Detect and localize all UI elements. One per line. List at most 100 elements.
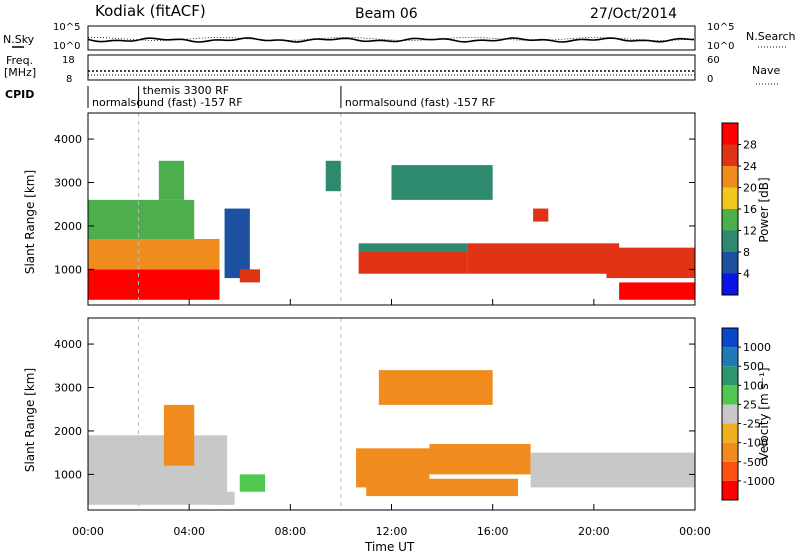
colorbar-swatch [722,423,738,443]
power-colorbar-tick-label: 24 [743,160,757,173]
heatmap-cell [158,160,185,200]
heatmap-cell [239,269,260,283]
nave-label: Nave [752,64,780,77]
nsky-label: N.Sky [3,33,35,46]
time-axis-label: Time UT [364,540,415,554]
power-colorbar-tick-label: 16 [743,203,757,216]
nsky-tick-top: 10^5 [53,22,80,33]
heatmap-cell [606,247,695,279]
heatmap-cell [467,243,620,274]
colorbar-swatch [722,385,738,405]
velocity-colorbar-tick-label: 100 [743,379,764,392]
x-tick-label: 00:00 [72,525,104,538]
colorbar-swatch [722,187,738,209]
time-axis: 00:00 04:00 08:00 12:00 16:00 20:00 00:00 [72,299,711,538]
x-tick-label: 00:00 [679,525,711,538]
heatmap-cell [224,208,250,279]
colorbar-swatch [722,366,738,386]
x-tick-label: 08:00 [274,525,306,538]
velocity-colorbar-tick-label: -500 [743,456,768,469]
heatmap-cell [378,370,493,405]
colorbar-swatch [722,209,738,231]
power-colorbar-label: Power [dB] [757,177,771,242]
cpid-segment-label: themis 3300 RF [143,84,230,97]
velocity-colorbar-tick-label: 1000 [743,341,771,354]
date-title: 27/Oct/2014 [590,6,677,22]
y-tick-label: 3000 [54,382,82,395]
power-colorbar-tick-label: 4 [743,268,750,281]
heatmap-cell [214,491,235,505]
colorbar-swatch [722,328,738,348]
velocity-colorbar-tick-label: -1000 [743,475,775,488]
heatmap-cell [533,208,549,222]
colorbar-swatch [722,166,738,188]
velocity-panel [88,318,695,510]
y-tick-label: 1000 [54,468,82,481]
nsky-line [87,37,695,43]
x-tick-label: 12:00 [376,525,408,538]
colorbar-swatch [722,404,738,424]
colorbar-swatch [722,480,738,500]
velocity-colorbar-tick-label: 25 [743,398,757,411]
nave-tick-bottom: 0 [707,74,713,85]
colorbar-swatch [722,144,738,166]
y-tick-label: 4000 [54,338,82,351]
y-tick-label: 2000 [54,425,82,438]
colorbar-swatch [722,230,738,252]
power-colorbar-tick-label: 8 [743,246,750,259]
freq-tick-bottom: 8 [66,74,72,85]
colorbar-swatch [722,442,738,462]
heatmap-cell [325,160,341,192]
freq-strip-frame [87,54,696,81]
heatmap-cell [163,404,195,466]
nsky-strip-frame [87,25,696,51]
heatmap-cell [358,243,468,253]
cpid-label: CPID [5,88,34,101]
colorbar-swatch [722,461,738,481]
power-y-axis-label: Slant Range [km] [23,170,37,274]
heatmap-cell [88,269,220,300]
nsearch-line [87,37,695,41]
velocity-colorbar: 1000 500 100 25 -25 -100 -500 -1000 [721,327,775,501]
heatmap-cell [88,435,228,505]
heatmap-cell [358,252,468,274]
power-colorbar-tick-label: 12 [743,225,757,238]
y-tick-label: 4000 [54,133,82,146]
velocity-y-axis-label: Slant Range [km] [23,368,37,472]
velocity-colorbar-label: Velocity [m s⁻¹] [757,367,771,460]
heatmap-cell [530,452,695,488]
y-tick-label: 3000 [54,177,82,190]
x-tick-label: 20:00 [578,525,610,538]
nsearch-tick-bottom: 10^0 [707,41,734,52]
nave-tick-top: 60 [707,55,720,66]
power-y-axis: 1000 2000 3000 4000 [54,133,695,276]
nsearch-tick-top: 10^5 [707,22,734,33]
heatmap-cell [239,474,266,492]
velocity-colorbar-tick-label: -100 [743,437,768,450]
heatmap-cell [88,238,220,270]
nsearch-label: N.Search [746,30,796,43]
freq-unit-label: [MHz] [4,66,36,79]
beam-title: Beam 06 [355,6,418,22]
colorbar-swatch [722,252,738,274]
freq-label: Freq. [6,54,33,67]
power-colorbar-tick-label: 28 [743,139,757,152]
power-colorbar: 4 8 12 16 20 24 28 [721,122,757,296]
colorbar-frame [721,327,739,501]
colorbar-swatch [722,123,738,145]
heatmap-cell [391,165,493,200]
heatmap-cell [366,478,518,497]
cpid-segment-label: normalsound (fast) -157 RF [92,96,243,109]
velocity-y-axis: 1000 2000 3000 4000 [54,338,695,481]
colorbar-swatch [722,273,738,295]
y-tick-label: 2000 [54,220,82,233]
power-colorbar-tick-label: 20 [743,182,757,195]
colorbar-swatch [722,347,738,367]
station-title: Kodiak (fitACF) [95,2,206,20]
x-tick-label: 04:00 [173,525,205,538]
y-tick-label: 1000 [54,263,82,276]
x-tick-label: 16:00 [477,525,509,538]
cpid-segment-label: normalsound (fast) -157 RF [345,96,496,109]
